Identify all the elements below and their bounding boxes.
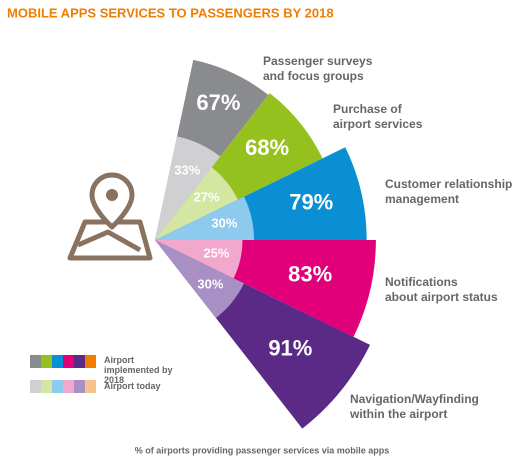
value-label: 67% [196, 90, 240, 115]
value-label: 83% [288, 262, 332, 287]
inner-wedge [155, 136, 221, 240]
legend-swatch [63, 355, 74, 368]
value-label: 30% [197, 276, 223, 291]
legend-extra-swatches [85, 355, 96, 393]
category-label: management [385, 192, 459, 206]
inner-wedge [155, 196, 254, 240]
inner-wedge [155, 167, 238, 240]
value-label: 27% [194, 190, 220, 205]
category-label: Passenger surveys [263, 54, 373, 68]
value-label: 33% [174, 162, 200, 177]
footnote: % of airports providing passenger servic… [135, 445, 390, 455]
chart-title: MOBILE APPS SERVICES TO PASSENGERS BY 20… [7, 5, 334, 20]
value-label: 91% [268, 335, 312, 360]
legend-swatch [30, 380, 41, 393]
category-label: Purchase of [333, 102, 403, 116]
legend-swatch [41, 380, 52, 393]
legend-swatch [30, 355, 41, 368]
map-icon [67, 172, 153, 261]
category-label: and focus groups [263, 69, 364, 83]
value-label: 25% [203, 246, 229, 261]
legend-label: Airport implemented by 2018 [104, 355, 173, 385]
value-label: 68% [245, 135, 289, 160]
category-label: within the airport [349, 407, 447, 421]
legend-label: Airport today [104, 381, 161, 391]
legend-swatch [74, 355, 85, 368]
category-label: about airport status [385, 290, 498, 304]
legend-swatch [52, 355, 63, 368]
category-label: Notifications [385, 275, 458, 289]
value-label: 79% [289, 190, 333, 215]
legend-swatch [52, 380, 63, 393]
category-label: Customer relationship [385, 177, 512, 191]
value-label: 30% [211, 215, 237, 230]
category-label: Navigation/Wayfinding [350, 392, 479, 406]
category-label: airport services [333, 117, 423, 131]
inner-wedge [155, 240, 244, 319]
legend-swatch [41, 355, 52, 368]
legend-swatch [63, 380, 74, 393]
inner-wedge [155, 240, 243, 279]
legend-swatch [74, 380, 85, 393]
